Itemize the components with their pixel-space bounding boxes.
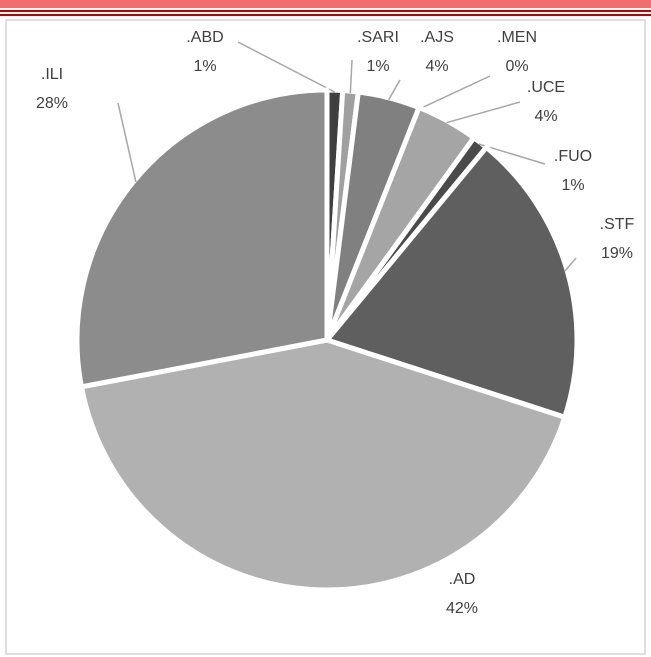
value-label: 0% [505,58,528,75]
leader-line [417,75,491,111]
category-label: .SARI [357,29,399,46]
leader-line [388,79,401,101]
category-label: .FUO [554,148,592,165]
category-label: .UCE [527,79,565,96]
value-label: 19% [601,245,633,262]
leader-line [446,101,521,124]
value-label: 1% [366,58,389,75]
chart-frame [5,19,646,655]
category-label: .MEN [497,29,537,46]
category-label: .AD [449,571,476,588]
value-label: 4% [534,108,557,125]
leader-line [564,257,577,272]
category-label: .ABD [186,29,223,46]
value-label: 4% [425,58,448,75]
category-label: .AJS [420,29,454,46]
value-label: 1% [193,58,216,75]
value-label: 1% [561,177,584,194]
value-label: 42% [446,600,478,617]
pie-slice [324,144,580,420]
value-label: 28% [36,95,68,112]
pie-slice [74,87,330,390]
category-label: .ILI [41,66,63,83]
pie-slice [78,337,568,593]
leader-line [117,102,137,183]
category-label: .STF [600,216,635,233]
leader-line [237,41,336,93]
header-bar [0,0,651,8]
header-rule [0,10,651,12]
leader-line [349,59,353,94]
header-rule [0,14,651,16]
